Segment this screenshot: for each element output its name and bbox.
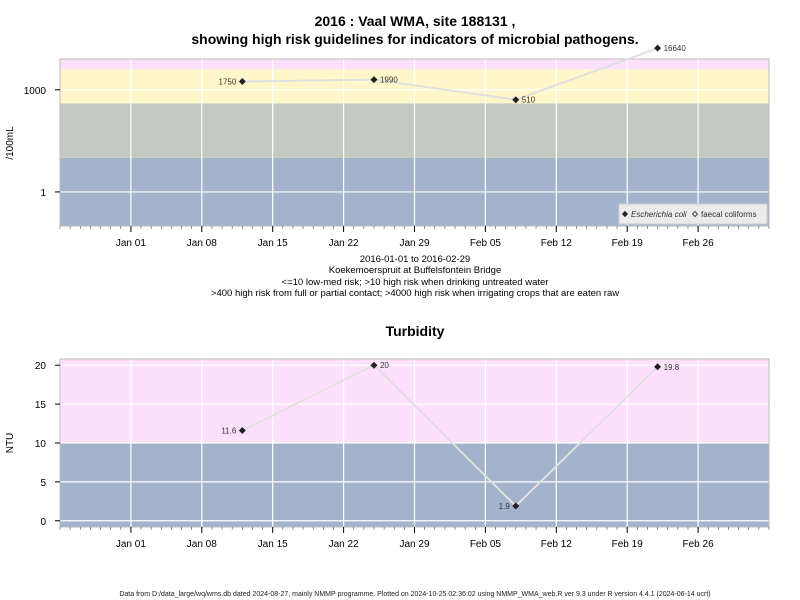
- chart2-x-tick-label-8: Feb 26: [683, 539, 715, 550]
- chart1-legend-label-0: Escherichia coli: [631, 210, 687, 219]
- chart1-data-label-3: 16640: [664, 44, 687, 53]
- chart1-x-tick-label-4: Jan 29: [399, 238, 429, 249]
- chart1-x-tick-label-5: Feb 05: [470, 238, 502, 249]
- chart1-x-tick-label-1: Jan 08: [187, 238, 217, 249]
- chart2-point-2: [512, 502, 520, 510]
- chart2-data-label-2: 1.9: [499, 502, 511, 511]
- chart1-x-tick-label-3: Jan 22: [329, 238, 359, 249]
- chart1-note-drinking: <=10 low-med risk; >10 high risk when dr…: [282, 277, 549, 288]
- chart2-y-tick-label-1: 5: [40, 478, 46, 489]
- chart1-legend-marker-1: [691, 210, 699, 218]
- chart1-data-label-0: 1750: [219, 77, 237, 86]
- chart2-x-tick-label-2: Jan 15: [258, 539, 288, 550]
- chart2-series-line-0: [241, 364, 659, 508]
- chart1-note-site: Koekemoerspruit at Buffelsfontein Bridge: [329, 265, 502, 276]
- chart2-data-label-3: 19.8: [664, 363, 680, 372]
- chart1-y-tick-label-1: 1000: [24, 86, 47, 97]
- chart2-point-3: [654, 363, 662, 371]
- chart2-y-tick-label-2: 10: [35, 439, 47, 450]
- chart1-note-contact: >400 high risk from full or partial cont…: [211, 288, 619, 299]
- footer-note: Data from D:/data_large/wq/wms.db dated …: [119, 591, 710, 598]
- chart1-data-label-2: 510: [522, 96, 536, 105]
- chart2-x-tick-label-0: Jan 01: [116, 539, 146, 550]
- chart1-x-tick-label-6: Feb 12: [541, 238, 573, 249]
- chart2-y-tick-label-3: 15: [35, 400, 47, 411]
- chart1-legend-label-1: faecal coliforms: [701, 210, 757, 219]
- chart1-y-tick-label-0: 1: [40, 188, 46, 199]
- chart1-x-tick-label-7: Feb 19: [612, 238, 644, 249]
- chart2-data-label-1: 20: [380, 361, 389, 370]
- chart2-x-tick-label-6: Feb 12: [541, 539, 573, 550]
- chart1-title-line1: 2016 : Vaal WMA, site 188131 ,: [315, 13, 516, 29]
- chart1-series-line-0: [242, 47, 658, 101]
- chart1-point-0: [238, 77, 246, 85]
- chart1-legend: Escherichia coli faecal coliforms: [618, 203, 768, 225]
- chart2-x-tick-label-1: Jan 08: [187, 539, 217, 550]
- chart1-point-3: [654, 44, 662, 52]
- chart1-data-label-1: 1990: [380, 76, 398, 85]
- chart2-x-tick-label-5: Feb 05: [470, 539, 502, 550]
- chart2-point-0: [238, 427, 246, 435]
- chart1-title-line2: showing high risk guidelines for indicat…: [191, 31, 638, 47]
- chart2-x-tick-label-7: Feb 19: [612, 539, 644, 550]
- chart2-plot: Jan 01 Jan 08 Jan 15 Jan 22 Jan 29 Feb 05 Feb …: [35, 358, 770, 550]
- chart2-point-1: [370, 361, 378, 369]
- chart1-point-1: [370, 76, 378, 84]
- chart2-x-tick-label-3: Jan 22: [329, 539, 359, 550]
- chart2-title: Turbidity: [386, 323, 445, 339]
- chart1-legend-marker-0: [621, 210, 629, 218]
- chart1-x-tick-label-0: Jan 01: [116, 238, 146, 249]
- chart1-y-axis-label: /100mL: [5, 126, 16, 160]
- chart2-y-axis-label: NTU: [5, 433, 16, 454]
- chart2-y-tick-label-0: 0: [40, 517, 46, 528]
- chart1-x-tick-label-8: Feb 26: [683, 238, 715, 249]
- chart1-plot: Jan 01 Jan 08 Jan 15 Jan 22 Jan 29 Feb 05 Feb …: [24, 44, 770, 249]
- chart1-note-dates: 2016-01-01 to 2016-02-29: [360, 254, 470, 265]
- chart2-y-tick-label-4: 20: [35, 361, 47, 372]
- chart2-data-label-0: 11.6: [221, 427, 237, 436]
- chart2-x-tick-label-4: Jan 29: [399, 539, 429, 550]
- chart1-x-tick-label-2: Jan 15: [258, 238, 288, 249]
- chart1-point-2: [512, 96, 520, 104]
